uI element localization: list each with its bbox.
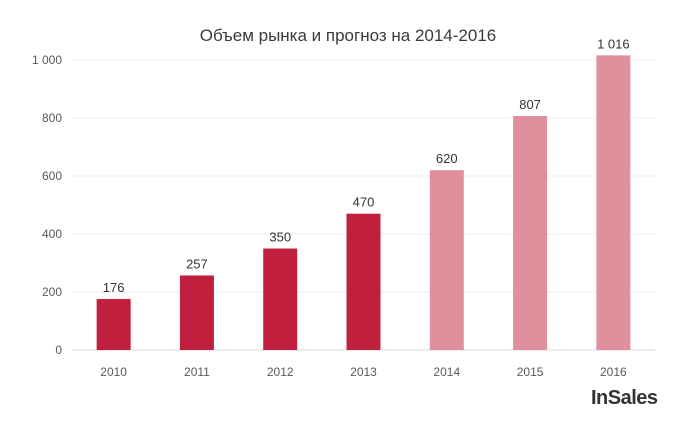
data-label-2015: 807 (519, 97, 541, 112)
y-tick-label: 1 000 (32, 53, 62, 67)
y-tick-label: 400 (42, 227, 62, 241)
data-labels: 176 257 350 470 620 807 1 016 (103, 36, 630, 295)
data-label-2012: 350 (269, 230, 291, 245)
bar-2011 (179, 275, 214, 350)
y-tick-label: 200 (42, 285, 62, 299)
y-axis-ticks: 0 200 400 600 800 1 000 (32, 53, 62, 357)
data-label-2016: 1 016 (597, 36, 630, 51)
bar-2016 (596, 55, 631, 351)
x-axis-categories: 2010 2011 2012 2013 2014 2015 2016 (100, 365, 627, 379)
x-tick-label-2016: 2016 (600, 365, 627, 379)
data-label-2010: 176 (103, 280, 125, 295)
data-label-2014: 620 (436, 151, 458, 166)
x-tick-label-2015: 2015 (517, 365, 544, 379)
insales-logo: InSales (591, 387, 658, 409)
bar-2015 (513, 115, 548, 350)
x-tick-label-2013: 2013 (350, 365, 377, 379)
x-tick-label-2014: 2014 (433, 365, 460, 379)
bar-2012 (263, 248, 298, 350)
data-label-2013: 470 (353, 195, 375, 210)
chart-title: Объем рынка и прогноз на 2014-2016 (200, 26, 497, 45)
bar-2010 (96, 298, 131, 350)
x-tick-label-2011: 2011 (184, 365, 210, 379)
x-tick-label-2012: 2012 (267, 365, 294, 379)
bars (96, 55, 631, 351)
bar-2014 (429, 170, 464, 350)
x-tick-label-2010: 2010 (100, 365, 127, 379)
y-tick-label: 0 (55, 343, 62, 357)
y-tick-label: 800 (42, 111, 62, 125)
y-tick-label: 600 (42, 169, 62, 183)
bar-2013 (346, 213, 381, 350)
data-label-2011: 257 (186, 256, 208, 271)
